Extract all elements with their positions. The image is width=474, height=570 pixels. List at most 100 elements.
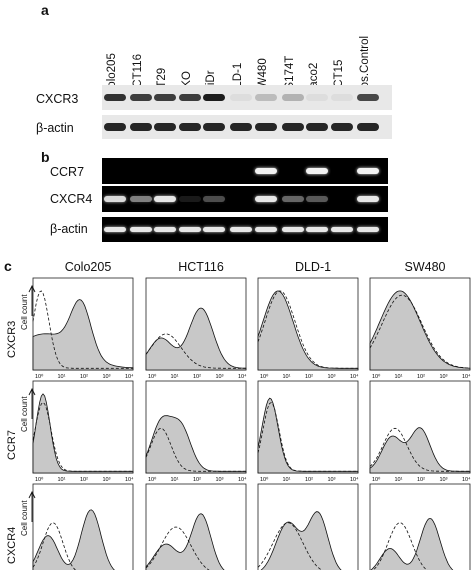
x-tick-label: 10⁰ [148,476,157,483]
band [130,227,152,232]
stained-histogram [32,509,115,570]
stained-histogram [145,307,247,371]
x-tick-label: 10² [305,374,313,380]
band [130,196,152,202]
x-tick-label: 10⁴ [238,476,247,483]
x-tick-label: 10⁴ [350,476,359,483]
band [255,196,277,202]
band [154,94,176,101]
band [255,123,277,131]
band [357,227,379,232]
x-tick-label: 10³ [216,477,224,483]
stained-histogram [32,299,134,371]
column-title-hct116: HCT116 [178,260,224,274]
x-tick-label: 10⁰ [35,476,44,483]
pcr-gel-cxcr4 [102,186,388,212]
histogram-frame [32,483,134,570]
column-title-dld1: DLD-1 [294,260,332,274]
band [230,123,252,131]
band [282,123,304,131]
control-histogram [145,526,210,570]
x-tick-label: 10² [80,374,88,380]
band [357,123,379,131]
arrow-up-icon [28,284,36,316]
band [104,123,126,131]
band [154,196,176,202]
band [306,196,328,202]
x-tick-label: 10³ [103,477,111,483]
band [104,196,126,202]
band [104,227,126,232]
pcr-gel-beta-actin [102,217,388,242]
band [331,94,353,101]
x-tick-label: 10³ [440,477,448,483]
control-histogram [372,522,428,570]
x-tick-label: 10⁴ [350,373,359,380]
x-tick-label: 10⁴ [125,476,134,483]
x-tick-label: 10⁴ [238,373,247,380]
x-tick-label: 10² [193,477,201,483]
stained-histogram [32,393,134,474]
x-tick-label: 10² [80,477,88,483]
control-histogram [145,333,246,369]
stained-histogram [145,513,225,570]
x-tick-label: 10⁴ [462,476,471,483]
stained-histogram [145,415,247,474]
stained-histogram [369,427,471,474]
x-tick-label: 10⁰ [148,373,157,380]
panel-c-label: c [4,258,12,274]
x-tick-label: 10¹ [283,374,291,380]
row-label-cxcr4: CXCR4 [50,192,93,206]
pcr-gel-ccr7 [102,158,388,184]
x-tick-label: 10⁰ [372,373,381,380]
x-tick-label: 10⁴ [462,373,471,380]
band [203,196,225,202]
band [282,227,304,232]
x-tick-label: 10¹ [395,477,403,483]
x-tick-label: 10⁰ [35,373,44,380]
row-label-cxcr3: CXCR3 [36,92,79,106]
histogram-frame [257,483,359,570]
x-tick-label: 10¹ [58,477,66,483]
band [203,94,225,101]
control-histogram [32,522,76,570]
band [230,227,252,232]
band [154,227,176,232]
stained-histogram [257,397,359,474]
x-tick-label: 10¹ [171,477,179,483]
western-blot-beta-actin [102,115,392,139]
arrow-up-icon [28,387,36,419]
band [306,227,328,232]
control-histogram [257,522,323,570]
row-label-beta-actin-a: β-actin [36,121,74,135]
panel-a-label: a [41,2,49,18]
band [255,94,277,101]
x-tick-label: 10² [417,374,425,380]
band [255,168,277,174]
band [130,94,152,101]
x-tick-label: 10⁰ [372,476,381,483]
band [306,123,328,131]
x-tick-label: 10¹ [171,374,179,380]
western-blot-cxcr3 [102,85,392,110]
x-tick-label: 10³ [328,477,336,483]
band [203,227,225,232]
x-tick-label: 10² [193,374,201,380]
x-tick-label: 10³ [103,374,111,380]
band [255,227,277,232]
band [179,196,201,202]
x-tick-label: 10⁰ [260,476,269,483]
band [130,123,152,131]
band [104,94,126,101]
x-tick-label: 10¹ [283,477,291,483]
band [203,123,225,131]
band [230,94,252,101]
band [282,94,304,101]
column-title-colo205: Colo205 [64,260,112,274]
x-tick-label: 10⁰ [260,373,269,380]
control-histogram [257,290,358,369]
band [154,123,176,131]
control-histogram [32,290,133,369]
column-title-sw480: SW480 [404,260,446,274]
